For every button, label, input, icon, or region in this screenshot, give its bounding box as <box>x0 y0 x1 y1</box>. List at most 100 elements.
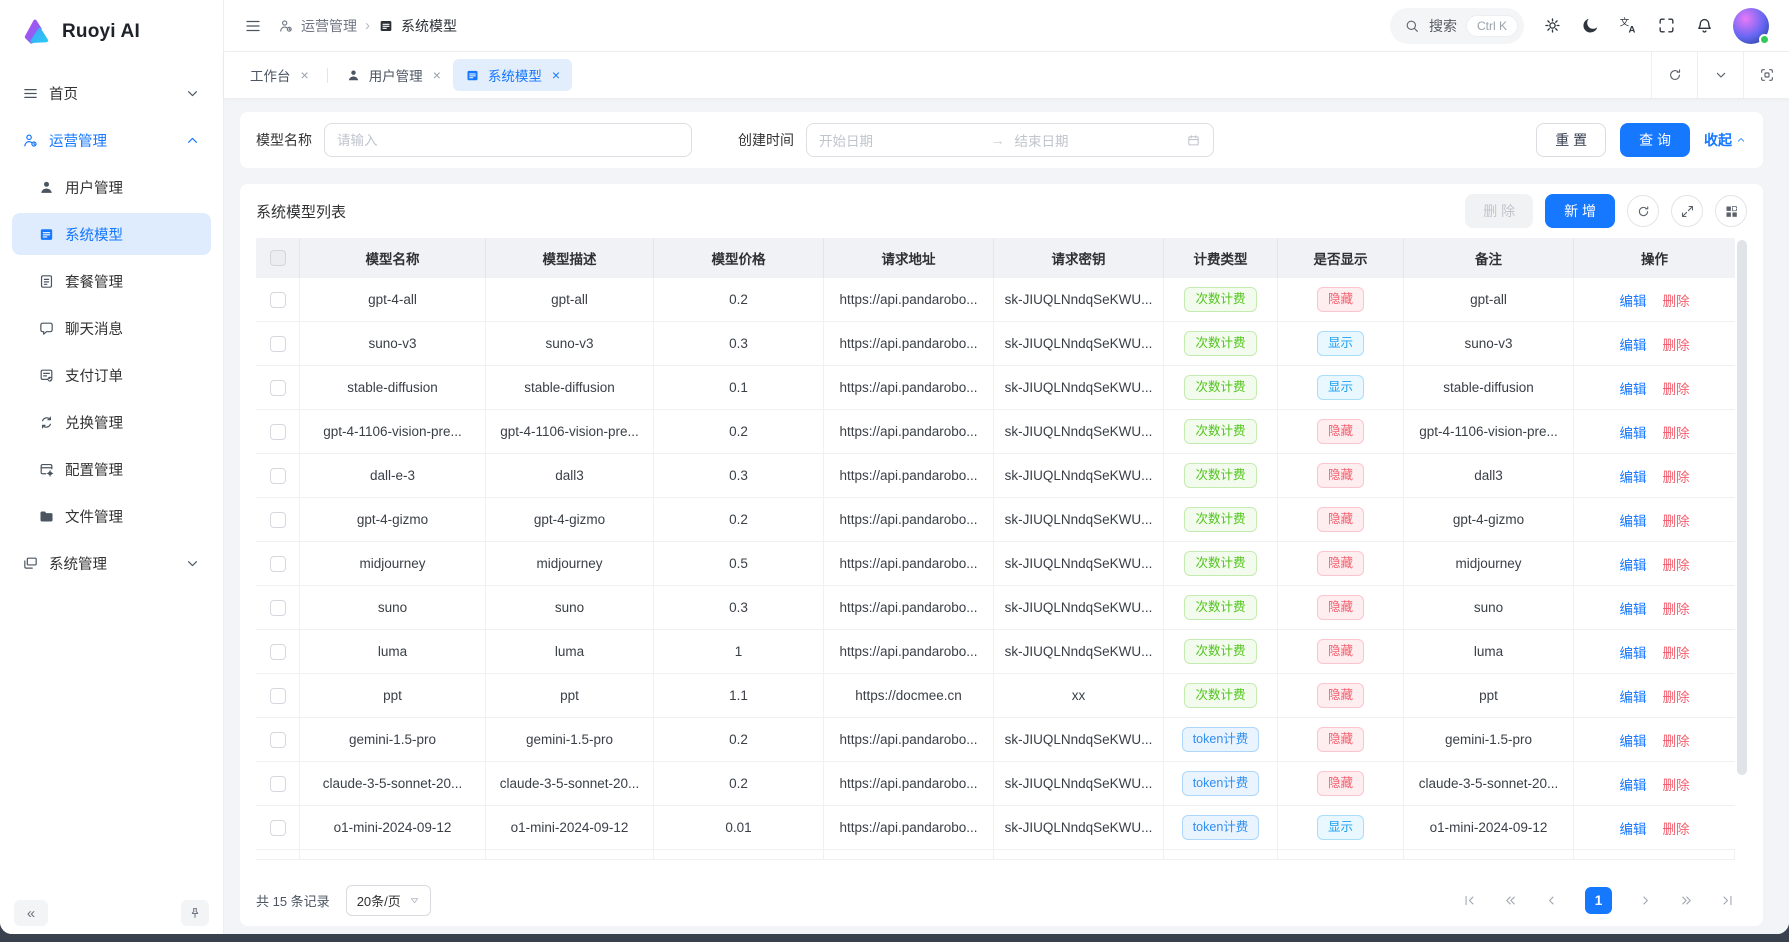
global-search[interactable]: 搜索 Ctrl K <box>1390 7 1524 44</box>
scrollbar-thumb[interactable] <box>1737 240 1747 775</box>
model-name-input[interactable] <box>324 123 692 157</box>
edit-link[interactable]: 编辑 <box>1619 777 1647 793</box>
page-first-button[interactable] <box>1462 893 1477 908</box>
table-fullscreen-button[interactable] <box>1671 195 1703 227</box>
edit-link[interactable]: 编辑 <box>1619 381 1647 397</box>
tab-close-icon[interactable]: × <box>551 67 561 83</box>
row-checkbox[interactable] <box>269 291 286 308</box>
sidebar-item-首页[interactable]: 首页 <box>12 72 211 114</box>
model-icon <box>378 18 394 34</box>
cell-actions: 编辑 删除 <box>1574 322 1735 365</box>
sidebar-item-用户管理[interactable]: 用户管理 <box>12 166 211 208</box>
row-checkbox[interactable] <box>269 423 286 440</box>
content-fullscreen-button[interactable] <box>1743 52 1789 98</box>
gear-icon[interactable] <box>1543 16 1562 35</box>
sidebar-item-运营管理[interactable]: 运营管理 <box>12 119 211 161</box>
delete-link[interactable]: 删除 <box>1662 821 1690 837</box>
logo[interactable]: Ruoyi AI <box>0 0 223 64</box>
edit-link[interactable]: 编辑 <box>1619 557 1647 573</box>
column-settings-button[interactable] <box>1715 195 1747 227</box>
sidebar-item-文件管理[interactable]: 文件管理 <box>12 495 211 537</box>
row-checkbox[interactable] <box>269 511 286 528</box>
row-checkbox[interactable] <box>269 335 286 352</box>
table-refresh-button[interactable] <box>1627 195 1659 227</box>
hamburger-menu-icon[interactable] <box>244 17 262 35</box>
edit-link[interactable]: 编辑 <box>1619 821 1647 837</box>
sidebar-item-套餐管理[interactable]: 套餐管理 <box>12 260 211 302</box>
billing-type-badge: 次数计费 <box>1184 507 1257 532</box>
select-all-checkbox[interactable] <box>269 250 286 266</box>
delete-button[interactable]: 删 除 <box>1465 194 1534 228</box>
delete-link[interactable]: 删除 <box>1662 337 1690 353</box>
tab-close-icon[interactable]: × <box>300 67 309 83</box>
sidebar-collapse-button[interactable]: « <box>14 900 48 926</box>
collapse-filter-link[interactable]: 收起 <box>1704 130 1747 150</box>
sidebar-item-聊天消息[interactable]: 聊天消息 <box>12 307 211 349</box>
page-size-value: 20条/页 <box>356 893 401 909</box>
edit-link[interactable]: 编辑 <box>1619 469 1647 485</box>
delete-link[interactable]: 删除 <box>1662 513 1690 529</box>
edit-link[interactable]: 编辑 <box>1619 513 1647 529</box>
delete-link[interactable]: 删除 <box>1662 733 1690 749</box>
delete-link[interactable]: 删除 <box>1662 689 1690 705</box>
page-next-button[interactable] <box>1638 893 1653 908</box>
row-checkbox[interactable] <box>269 775 286 792</box>
reset-button[interactable]: 重 置 <box>1536 123 1607 157</box>
sidebar-item-支付订单[interactable]: 支付订单 <box>12 354 211 396</box>
row-checkbox[interactable] <box>269 687 286 704</box>
tab-close-icon[interactable]: × <box>432 67 441 83</box>
page-prevg-button[interactable] <box>1503 893 1518 908</box>
tab-系统模型[interactable]: 系统模型 × <box>452 59 573 91</box>
sidebar-item-配置管理[interactable]: 配置管理 <box>12 448 211 490</box>
page-prev-button[interactable] <box>1544 893 1559 908</box>
row-checkbox[interactable] <box>269 467 286 484</box>
row-checkbox[interactable] <box>269 731 286 748</box>
sidebar-item-系统模型[interactable]: 系统模型 <box>12 213 211 255</box>
row-checkbox[interactable] <box>269 599 286 616</box>
table-scrollbar[interactable] <box>1737 240 1747 862</box>
breadcrumb-item-ops[interactable]: 运营管理 <box>278 16 357 36</box>
query-button[interactable]: 查 询 <box>1620 123 1690 157</box>
delete-link[interactable]: 删除 <box>1662 557 1690 573</box>
edit-link[interactable]: 编辑 <box>1619 425 1647 441</box>
current-page-button[interactable]: 1 <box>1585 886 1612 914</box>
page-nextg-button[interactable] <box>1679 893 1694 908</box>
moon-icon[interactable] <box>1581 16 1600 35</box>
delete-link[interactable]: 删除 <box>1662 425 1690 441</box>
delete-link[interactable]: 删除 <box>1662 645 1690 661</box>
sidebar-item-系统管理[interactable]: 系统管理 <box>12 542 211 584</box>
delete-link[interactable]: 删除 <box>1662 381 1690 397</box>
refresh-icon <box>1667 67 1683 83</box>
delete-link[interactable]: 删除 <box>1662 777 1690 793</box>
row-checkbox[interactable] <box>269 555 286 572</box>
edit-link[interactable]: 编辑 <box>1619 689 1647 705</box>
tab-用户管理[interactable]: 用户管理 × <box>334 59 453 91</box>
add-button[interactable]: 新 增 <box>1545 194 1615 228</box>
edit-link[interactable]: 编辑 <box>1619 733 1647 749</box>
page-size-select[interactable]: 20条/页 <box>345 884 431 916</box>
delete-link[interactable]: 删除 <box>1662 469 1690 485</box>
fullscreen-icon[interactable] <box>1657 16 1676 35</box>
sidebar-item-兑换管理[interactable]: 兑换管理 <box>12 401 211 443</box>
delete-link[interactable]: 删除 <box>1662 601 1690 617</box>
edit-link[interactable]: 编辑 <box>1619 645 1647 661</box>
bell-icon[interactable] <box>1695 16 1714 35</box>
edit-link[interactable]: 编辑 <box>1619 337 1647 353</box>
breadcrumb-item-model[interactable]: 系统模型 <box>378 16 457 36</box>
edit-link[interactable]: 编辑 <box>1619 293 1647 309</box>
tab-refresh-button[interactable] <box>1651 52 1697 98</box>
delete-link[interactable]: 删除 <box>1662 293 1690 309</box>
row-checkbox[interactable] <box>269 379 286 396</box>
tab-more-button[interactable] <box>1697 52 1743 98</box>
tab-工作台[interactable]: 工作台 × <box>238 59 321 91</box>
user-avatar[interactable] <box>1733 7 1770 45</box>
date-range-picker[interactable]: 开始日期 → 结束日期 <box>806 123 1214 157</box>
edit-link[interactable]: 编辑 <box>1619 601 1647 617</box>
column-header-计费类型: 计费类型 <box>1164 238 1278 278</box>
page-last-button[interactable] <box>1720 893 1735 908</box>
row-checkbox[interactable] <box>269 643 286 660</box>
sidebar-pin-button[interactable] <box>181 900 209 926</box>
page-navigation: 1 <box>1462 886 1735 914</box>
row-checkbox[interactable] <box>269 819 286 836</box>
